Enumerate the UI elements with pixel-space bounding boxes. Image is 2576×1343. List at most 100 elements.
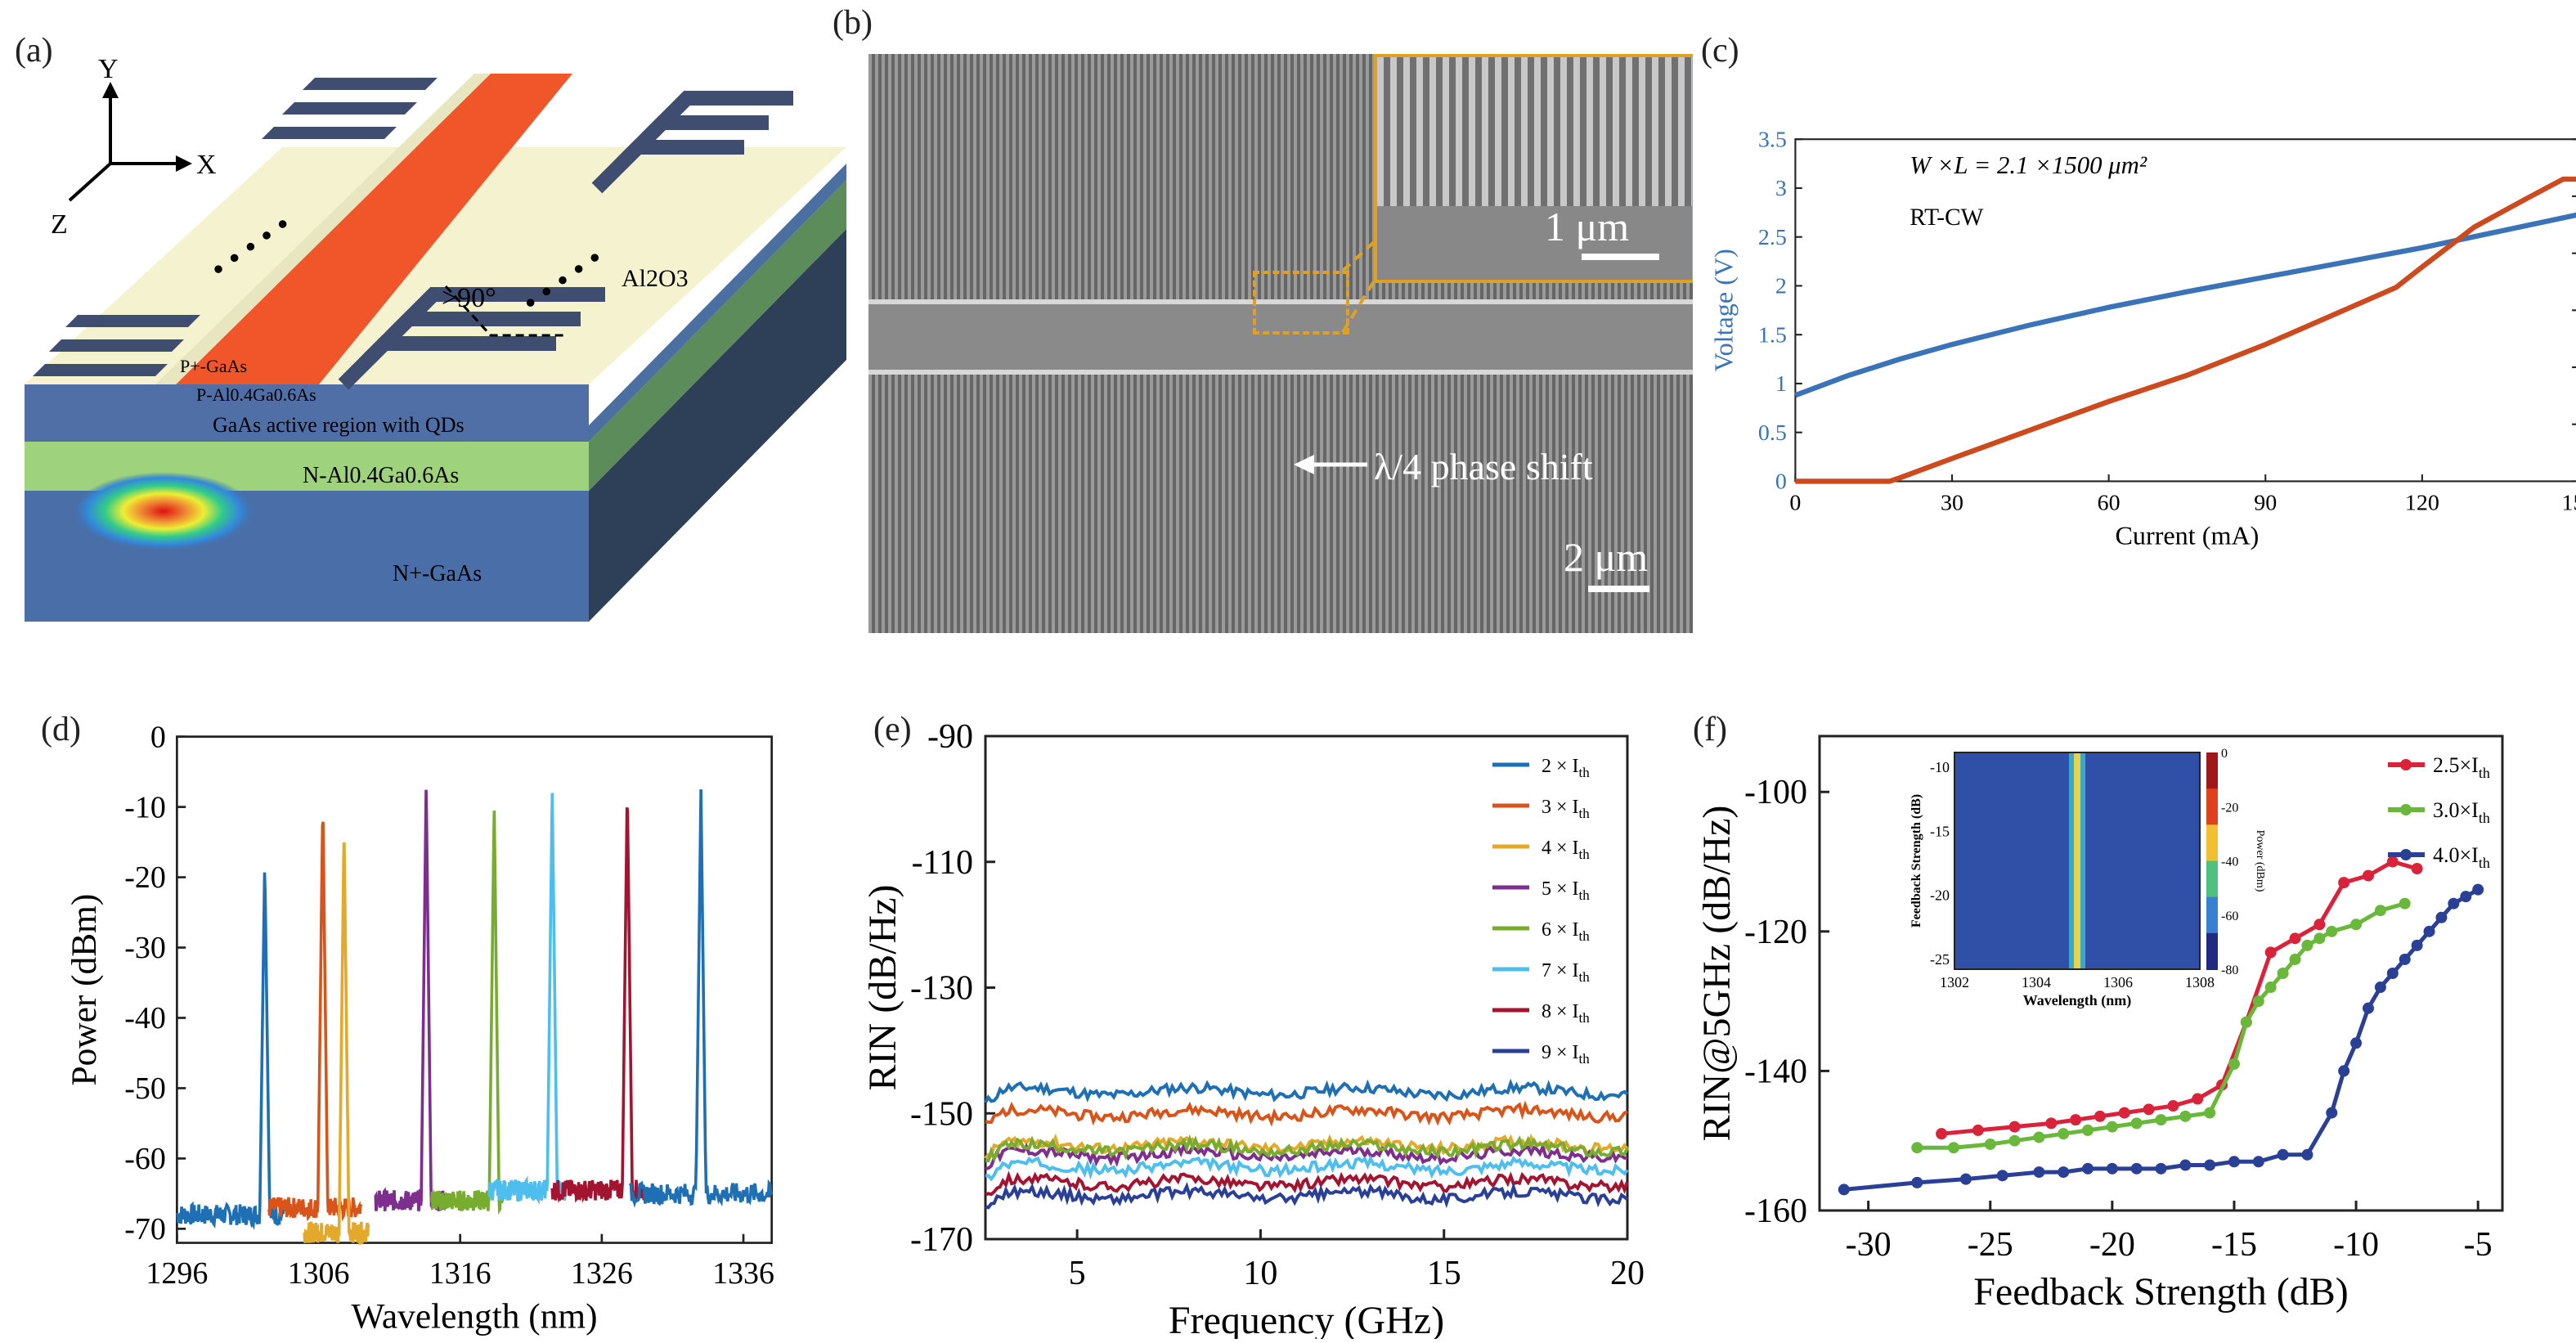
rin-line-7 <box>985 1181 1629 1210</box>
data-point <box>2460 891 2472 903</box>
data-point <box>2008 1134 2021 1147</box>
inset-frame <box>1954 752 2201 970</box>
y-tick-label: -30 <box>124 931 166 965</box>
x-tick-label: 120 <box>2405 490 2439 515</box>
inset-x-tick-label: 1306 <box>2103 974 2133 990</box>
inset-x-tick-label: 1304 <box>2022 974 2051 990</box>
data-point <box>1984 1138 1996 1150</box>
data-point <box>2264 946 2277 959</box>
x-tick-label: 20 <box>1610 1255 1645 1292</box>
spectrum-line-2 <box>303 842 370 1246</box>
sem-image: 1 μm λ/4 phase shift 2 μm <box>868 54 1693 633</box>
layer-n-algaas: N-Al0.4Ga0.6As <box>303 463 459 488</box>
inset-x-title: Wavelength (nm) <box>2023 992 2132 1009</box>
x-axis-title: Wavelength (nm) <box>351 1296 597 1336</box>
x-tick-label: 5 <box>1069 1255 1086 1292</box>
data-point <box>2070 1114 2082 1126</box>
y-tick-label: -50 <box>124 1071 166 1106</box>
data-point <box>2472 883 2484 896</box>
data-point <box>1959 1173 1972 1185</box>
x-tick-label: 1336 <box>712 1256 774 1291</box>
data-point <box>2448 897 2460 910</box>
x-tick-label: -15 <box>2211 1226 2257 1264</box>
data-point <box>2338 1065 2350 1077</box>
x-tick-label: 1316 <box>429 1256 491 1291</box>
spectrum-line-4 <box>430 810 505 1215</box>
legend-label-1: 3 × Ith <box>1542 797 1590 821</box>
data-point <box>2326 1107 2338 1119</box>
x-tick-label: 90 <box>2254 490 2277 515</box>
data-point <box>2313 919 2326 931</box>
data-point <box>1972 1124 1984 1136</box>
y-tick-label: -70 <box>124 1212 166 1246</box>
rin-line-5 <box>985 1155 1629 1182</box>
data-point <box>2033 1131 2045 1143</box>
data-point <box>2118 1107 2130 1119</box>
y-tick-label: 0.5 <box>1758 420 1787 446</box>
data-point <box>2204 1159 2216 1171</box>
data-point <box>2301 1148 2313 1161</box>
data-point <box>1948 1142 1960 1154</box>
rin-line-1 <box>985 1100 1628 1127</box>
plot-frame <box>176 735 774 1244</box>
data-point <box>2277 968 2289 979</box>
layer-n-gaas: N+-GaAs <box>393 561 482 586</box>
y-tick-label: 1.5 <box>1758 322 1787 348</box>
legend-label-0: 2.5×Ith <box>2433 753 2490 781</box>
legend-label-2: 4.0×Ith <box>2433 843 2490 871</box>
data-point <box>1838 1184 1850 1196</box>
spectrum-line-0 <box>175 872 285 1231</box>
y-tick-label: -40 <box>124 1001 166 1035</box>
rin-line-6 <box>985 1170 1629 1197</box>
spectrum-line-3 <box>374 789 448 1212</box>
inset-y-tick-label: -15 <box>1930 823 1950 839</box>
sem-inset: 1 μm <box>1374 54 1693 283</box>
data-point <box>2411 939 2423 951</box>
device-schematic: Y X Z • • • • • • • • • • >90° Al2O3 P+-… <box>0 0 867 679</box>
x-tick-label: 0 <box>1789 490 1801 515</box>
x-axis-title: Feedback Strength (dB) <box>1973 1270 2349 1314</box>
x-tick-label: 30 <box>1941 490 1963 515</box>
inset-y-tick-label: -10 <box>1930 759 1950 775</box>
y-tick-label: -60 <box>124 1142 166 1176</box>
x-tick-label: -5 <box>2464 1226 2493 1264</box>
data-point <box>1911 1176 1923 1188</box>
y-tick-label: 0 <box>150 720 166 754</box>
panel-label-c: (c) <box>1701 32 1739 70</box>
spectrum-line-6 <box>550 807 646 1203</box>
x-tick-label: 1296 <box>146 1256 208 1291</box>
y-tick-label: -100 <box>1744 774 1807 811</box>
inset-scale-bar <box>1582 254 1659 260</box>
y-tick-label: 3.5 <box>1758 127 1787 152</box>
legend-label-4: 6 × Ith <box>1542 919 1590 944</box>
inset-scale-label: 1 μm <box>1545 204 1630 249</box>
colorbar-tick-label: -60 <box>2221 910 2238 923</box>
data-point <box>2082 1162 2094 1175</box>
inset-y-tick-label: -20 <box>1930 887 1950 904</box>
data-point <box>2143 1103 2155 1116</box>
data-point <box>2374 905 2386 917</box>
x-tick-label: -20 <box>2089 1226 2135 1264</box>
x-tick-label: -30 <box>1846 1226 1892 1264</box>
x-axis-title: Current (mA) <box>2115 520 2259 550</box>
data-point <box>2179 1110 2192 1122</box>
data-point <box>1996 1170 2008 1182</box>
y-tick-label: 1 <box>1775 371 1787 397</box>
colorbar-segment <box>2206 932 2218 970</box>
y-tick-label: -170 <box>910 1221 973 1259</box>
inset-y-title: Feedback Strength (dB) <box>1910 794 1923 928</box>
data-point <box>2204 1107 2216 1119</box>
legend-label-7: 9 × Ith <box>1542 1042 1590 1067</box>
colorbar-tick-label: -80 <box>2221 963 2238 977</box>
data-point <box>2106 1121 2118 1133</box>
series-line-right <box>1795 176 2576 484</box>
inset-marker-box <box>1253 271 1349 335</box>
data-point <box>2435 911 2448 923</box>
y-axis-title: Voltage (V) <box>1708 249 1738 371</box>
data-point <box>2399 953 2411 965</box>
y-tick-label: 0 <box>1775 469 1787 495</box>
x-tick-label: 1306 <box>288 1256 350 1291</box>
annotation-dimensions: W ×L = 2.1 ×1500 μm² <box>1910 151 2147 179</box>
colorbar-title: Power (dBm) <box>2254 830 2266 892</box>
chart-f: -30 -25 -20 -15 -10 -5 -100 -120 -140 -160 2.5×Ith… <box>1685 703 2576 1339</box>
